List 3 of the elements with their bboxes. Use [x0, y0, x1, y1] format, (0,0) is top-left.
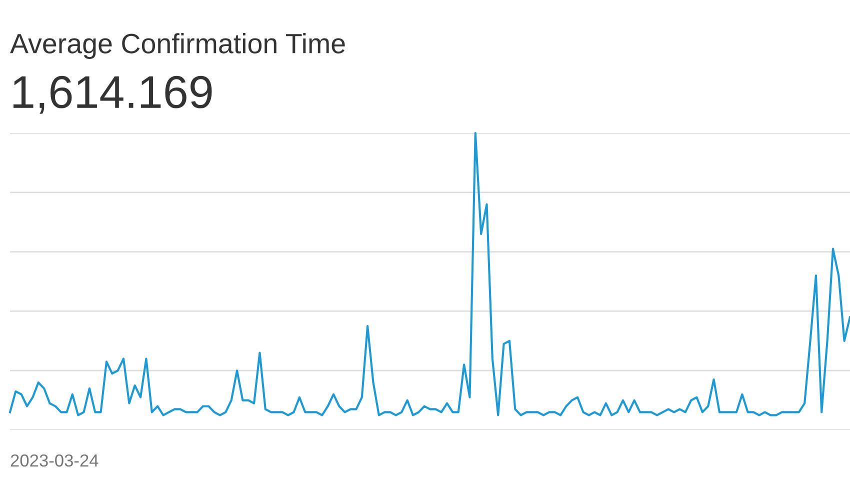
chart-subtitle: 1,614.169: [13, 76, 212, 114]
text: 2023-03-24: [10, 454, 98, 467]
chart-title: Average Confirmation Time: [10, 33, 345, 59]
